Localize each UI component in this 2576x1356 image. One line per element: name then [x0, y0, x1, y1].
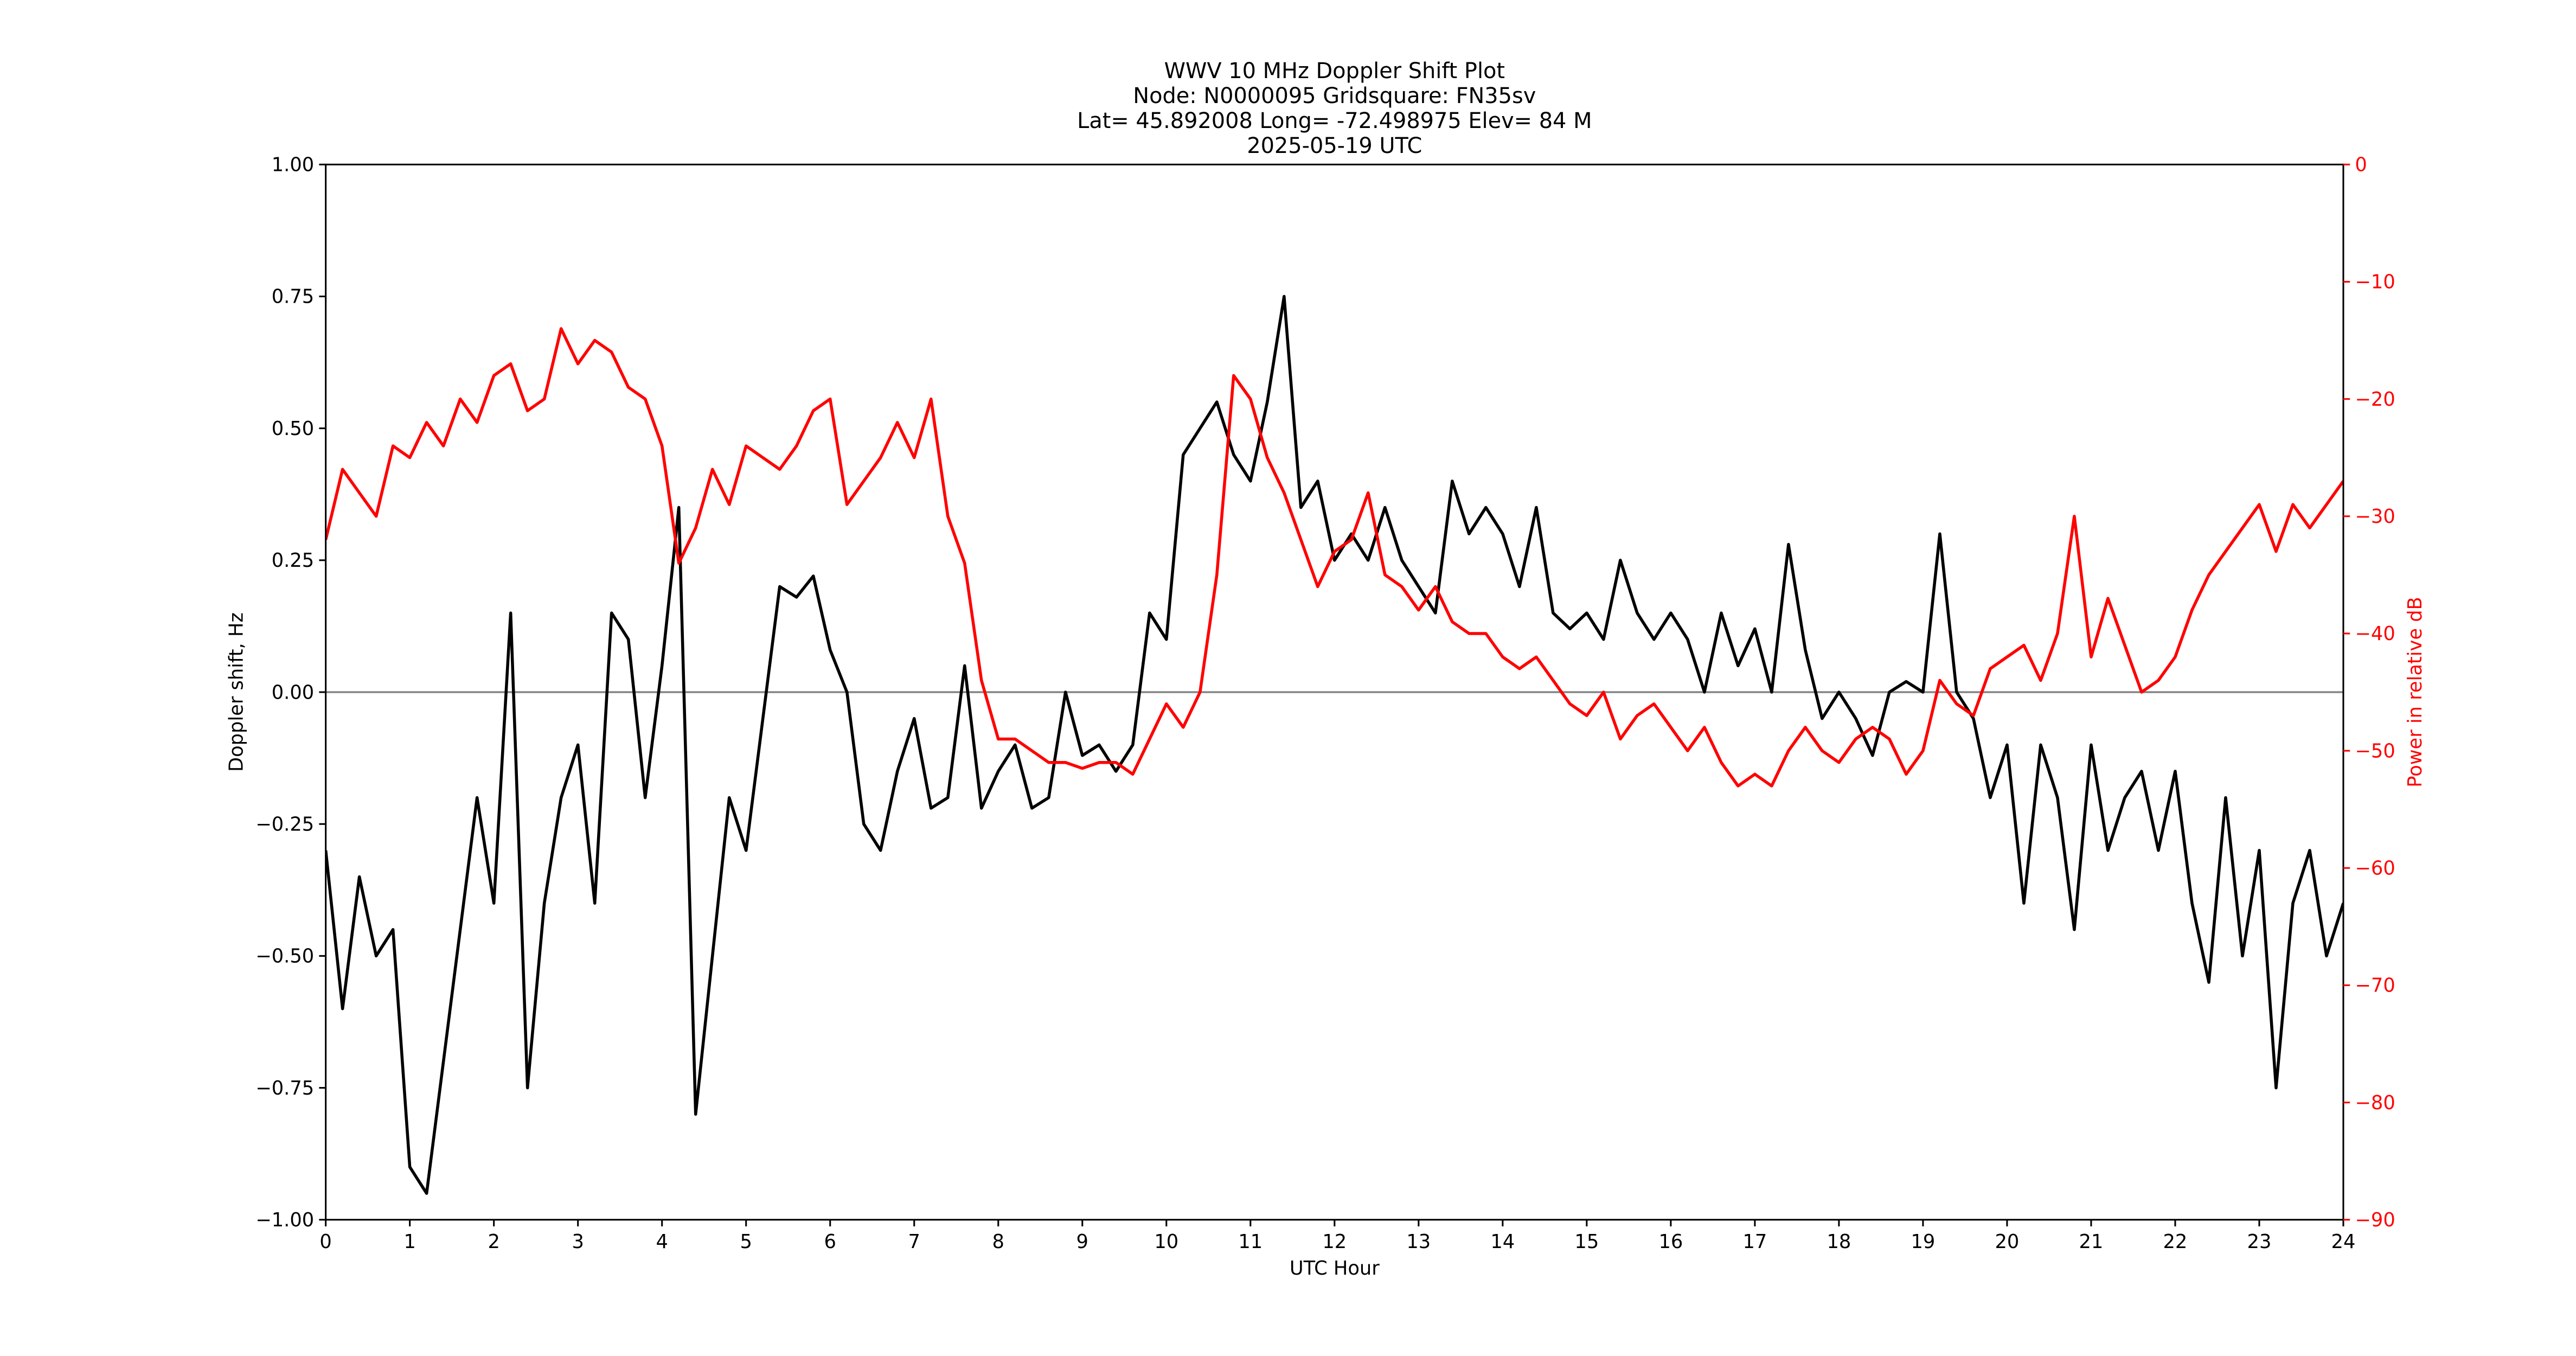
y-tick-label: −1.00 — [255, 1209, 314, 1231]
y2-tick-label: −10 — [2355, 271, 2395, 293]
chart-title: Node: N0000095 Gridsquare: FN35sv — [1133, 84, 1536, 108]
chart-title: WWV 10 MHz Doppler Shift Plot — [1164, 59, 1505, 84]
x-tick-label: 2 — [488, 1231, 499, 1253]
x-tick-label: 15 — [1574, 1231, 1599, 1253]
y2-tick-label: −70 — [2355, 975, 2395, 997]
y2-tick-label: −30 — [2355, 506, 2395, 528]
y2-axis-label: Power in relative dB — [2404, 597, 2426, 788]
x-tick-label: 14 — [1490, 1231, 1515, 1253]
x-tick-label: 4 — [656, 1231, 668, 1253]
y2-tick-label: −80 — [2355, 1092, 2395, 1114]
y2-tick-label: 0 — [2355, 154, 2367, 176]
x-tick-label: 22 — [2163, 1231, 2188, 1253]
x-tick-label: 3 — [572, 1231, 584, 1253]
x-tick-label: 13 — [1406, 1231, 1431, 1253]
x-tick-label: 0 — [319, 1231, 331, 1253]
y2-tick-label: −20 — [2355, 388, 2395, 411]
y-axis-label: Doppler shift, Hz — [225, 612, 247, 772]
y-tick-label: −0.25 — [255, 813, 314, 835]
x-tick-label: 12 — [1322, 1231, 1347, 1253]
x-tick-label: 20 — [1995, 1231, 2019, 1253]
y-tick-label: 0.75 — [272, 286, 314, 308]
x-tick-label: 6 — [824, 1231, 836, 1253]
x-tick-label: 7 — [908, 1231, 920, 1253]
x-tick-label: 9 — [1076, 1231, 1088, 1253]
x-tick-label: 11 — [1238, 1231, 1263, 1253]
y-tick-label: −0.50 — [255, 945, 314, 968]
chart-title: Lat= 45.892008 Long= -72.498975 Elev= 84… — [1077, 108, 1592, 133]
x-axis-label: UTC Hour — [1290, 1257, 1380, 1280]
y2-tick-label: −40 — [2355, 623, 2395, 645]
x-tick-label: 1 — [403, 1231, 415, 1253]
x-tick-label: 17 — [1742, 1231, 1767, 1253]
data-line — [325, 295, 2343, 1195]
chart-title: 2025-05-19 UTC — [1247, 133, 1422, 158]
y-tick-label: 0.00 — [272, 681, 314, 703]
y2-tick-label: −60 — [2355, 858, 2395, 880]
x-tick-label: 21 — [2079, 1231, 2104, 1253]
x-tick-label: 16 — [1658, 1231, 1683, 1253]
y-tick-label: −0.75 — [255, 1077, 314, 1099]
x-tick-label: 24 — [2331, 1231, 2356, 1253]
y-tick-label: 0.50 — [272, 418, 314, 440]
x-tick-label: 23 — [2247, 1231, 2272, 1253]
x-tick-label: 5 — [740, 1231, 752, 1253]
x-tick-label: 18 — [1827, 1231, 1851, 1253]
data-line — [325, 327, 2343, 788]
y2-tick-label: −50 — [2355, 740, 2395, 762]
y2-tick-label: −90 — [2355, 1209, 2395, 1231]
y-tick-label: 0.25 — [272, 549, 314, 572]
y-tick-label: 1.00 — [272, 154, 314, 176]
x-tick-label: 8 — [992, 1231, 1004, 1253]
x-tick-label: 10 — [1154, 1231, 1178, 1253]
x-tick-label: 19 — [1911, 1231, 1935, 1253]
